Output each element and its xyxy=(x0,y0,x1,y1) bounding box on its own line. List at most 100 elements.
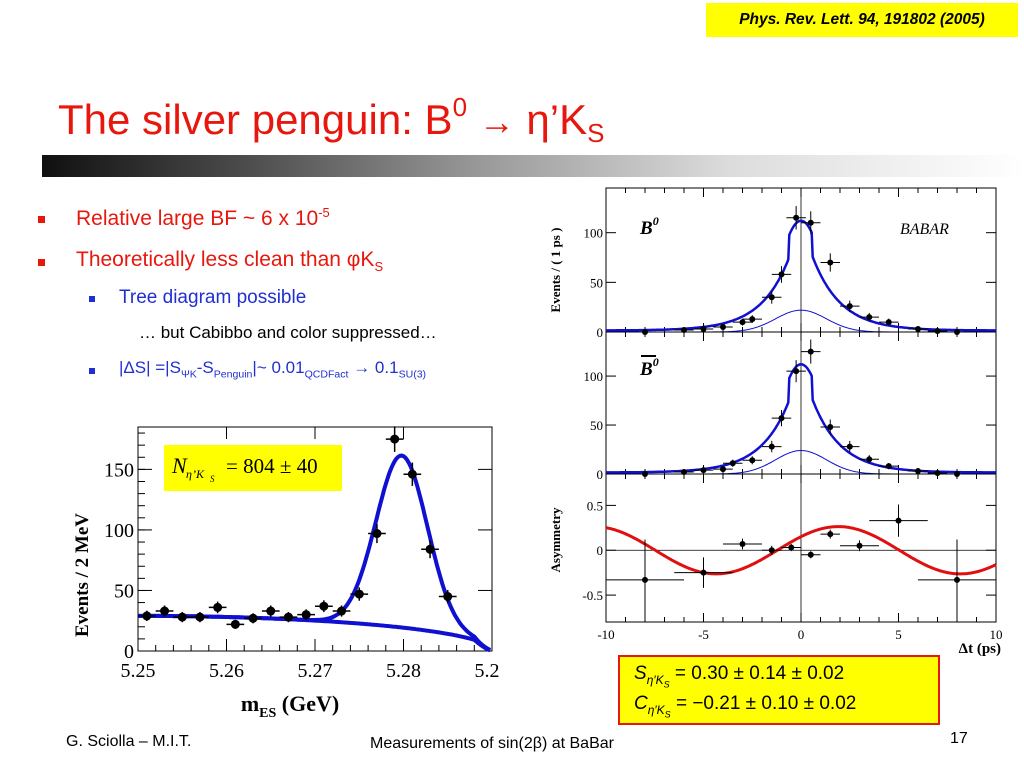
dt-data-point xyxy=(778,271,785,278)
mes-x-axis-label: mES (GeV) xyxy=(241,691,339,721)
asym-fit-curve xyxy=(605,525,997,576)
arrow-icon: → xyxy=(478,101,515,142)
page-number: 17 xyxy=(950,730,968,747)
dt-data-point xyxy=(768,443,775,450)
dt-data-point xyxy=(915,468,921,475)
dt-data-point xyxy=(807,348,814,355)
mes-x-tick-label: 5.29 xyxy=(475,660,501,682)
c-result: Cη′KS = −0.21 ± 0.10 ± 0.02 xyxy=(634,693,857,720)
mes-data-point xyxy=(230,619,240,629)
mes-y-tick-label: 150 xyxy=(104,459,134,481)
mes-data-point xyxy=(390,434,400,444)
dt-data-point xyxy=(739,319,746,326)
mes-data-point xyxy=(319,601,329,611)
bullet-square-icon xyxy=(38,216,45,223)
asym-data-point xyxy=(954,576,960,583)
dt-data-point xyxy=(778,415,785,422)
dt-data-point xyxy=(768,294,775,301)
dt-x-axis-label: Δt (ps) xyxy=(959,641,1001,657)
footer-center: Measurements of sin(2β) at BaBar xyxy=(370,735,614,752)
dt-y-tick-label: 50 xyxy=(590,418,603,433)
asym-data-point xyxy=(788,544,795,551)
yield-label: N xyxy=(171,453,188,478)
dt-data-point xyxy=(749,457,756,464)
dt-total-fit xyxy=(606,363,996,474)
bullet-square-icon xyxy=(38,259,45,266)
dt-y-tick-label: -0.5 xyxy=(582,588,603,603)
bullet-delta-s: |ΔS| =|SΨK-SPenguin|~ 0.01QCDFact → 0.1S… xyxy=(119,358,427,381)
mes-chart: 5.25 5.26 5.27 5.28 5.29 0 50 100 150 N η’K S = … xyxy=(72,426,501,721)
asym-data-point xyxy=(700,569,707,576)
asym-data-point xyxy=(895,517,902,524)
asym-data-point xyxy=(768,547,775,554)
mes-x-tick-label: 5.25 xyxy=(121,660,156,682)
mes-data-point xyxy=(372,529,382,539)
asym-data-point xyxy=(642,576,648,583)
mes-y-tick-label: 100 xyxy=(104,520,134,542)
events-y-axis-label: Events / ( 1 ps ) xyxy=(548,228,563,313)
mes-data-point xyxy=(407,469,417,479)
dt-data-point xyxy=(827,423,834,430)
yield-annotation-box xyxy=(164,445,342,491)
mes-y-axis-label: Events / 2 MeV xyxy=(72,513,93,637)
mes-data-point xyxy=(266,606,276,616)
mes-y-tick-label: 50 xyxy=(114,580,134,602)
dt-y-tick-label: 0 xyxy=(597,467,604,482)
b0-panel-label: B0 xyxy=(639,214,659,239)
asym-data-point xyxy=(827,531,834,538)
footer-author: G. Sciolla – M.I.T. xyxy=(66,733,192,750)
asym-data-point xyxy=(739,540,746,547)
bullet-theoretically: Theoretically less clean than φKS xyxy=(76,248,384,275)
mes-data-point xyxy=(142,611,152,621)
dt-x-tick-label: 5 xyxy=(895,627,902,642)
bullet-square-icon xyxy=(89,296,95,302)
delta-t-chart: 0 50 100 0 50 100 -0.5 0 0.5 -10 -5 0 5 10 B0 BABAR B… xyxy=(548,187,1003,657)
mes-y-tick-label: 0 xyxy=(124,641,134,663)
mes-data-point xyxy=(337,606,347,616)
s-result: Sη′KS = 0.30 ± 0.14 ± 0.02 xyxy=(634,663,845,690)
dt-y-tick-label: 50 xyxy=(590,275,603,290)
dt-data-point xyxy=(793,368,800,375)
dt-data-point xyxy=(720,324,726,331)
dt-total-fit xyxy=(606,219,996,332)
yield-subsub: S xyxy=(210,474,215,484)
asym-data-point xyxy=(807,551,814,558)
dt-data-point xyxy=(866,456,873,463)
dt-data-point xyxy=(934,470,941,477)
bullet-relative-bf: Relative large BF ~ 6 x 10-5 xyxy=(76,205,330,230)
dt-x-tick-label: 0 xyxy=(798,627,805,642)
dt-data-point xyxy=(793,214,800,221)
dt-data-point xyxy=(807,219,814,226)
mes-data-point xyxy=(195,612,205,622)
bullet-square-icon xyxy=(89,368,95,374)
mes-data-point xyxy=(160,606,170,616)
title-gradient-bar xyxy=(42,155,1024,177)
dt-x-tick-label: -5 xyxy=(698,627,709,642)
mes-x-tick-label: 5.28 xyxy=(386,660,421,682)
dt-data-point xyxy=(846,443,853,450)
mes-data-point xyxy=(301,610,311,620)
result-box: Sη′KS = 0.30 ± 0.14 ± 0.02 Cη′KS = −0.21… xyxy=(618,655,940,725)
mes-data-point xyxy=(177,612,187,622)
dt-data-point xyxy=(700,326,707,333)
mes-data-point xyxy=(248,613,258,623)
dt-data-point xyxy=(700,467,707,474)
dt-x-tick-label: -10 xyxy=(597,627,614,642)
dt-data-point xyxy=(749,316,756,323)
babar-logo: BABAR xyxy=(900,221,949,238)
asym-y-axis-label: Asymmetry xyxy=(548,507,563,572)
mes-x-tick-label: 5.26 xyxy=(209,660,244,682)
dt-data-point xyxy=(885,463,892,470)
mes-x-tick-label: 5.27 xyxy=(298,660,333,682)
dt-y-tick-label: 0 xyxy=(597,325,604,340)
yield-sub: η’K xyxy=(186,467,205,481)
yield-value: = 804 ± 40 xyxy=(226,454,318,478)
mes-data-point xyxy=(354,589,364,599)
dt-y-tick-label: 0 xyxy=(597,543,604,558)
dt-y-tick-label: 100 xyxy=(584,226,604,241)
dt-data-point xyxy=(885,319,892,326)
mes-data-point xyxy=(283,612,293,622)
mes-data-point xyxy=(443,592,453,602)
slide-title: The silver penguin: B0 → η’KS xyxy=(58,92,605,148)
dt-data-point xyxy=(866,314,873,321)
